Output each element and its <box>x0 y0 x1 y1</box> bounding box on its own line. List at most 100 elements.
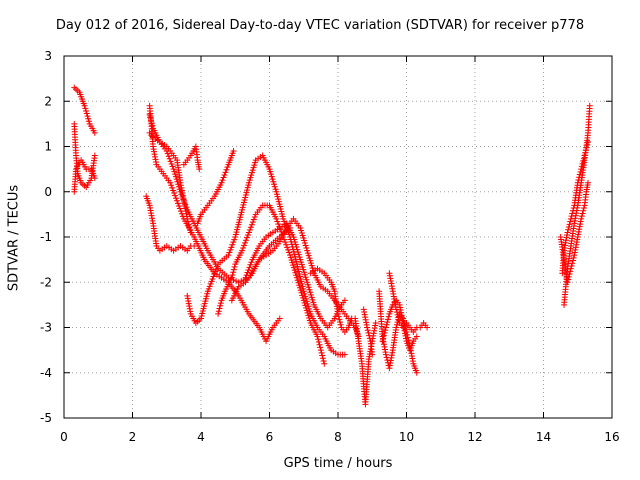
data-point <box>286 249 293 256</box>
data-point <box>293 274 300 281</box>
data-point <box>248 169 255 176</box>
data-point <box>302 274 309 281</box>
data-point <box>186 224 193 231</box>
data-point <box>272 186 279 193</box>
data-point <box>299 232 306 239</box>
data-point <box>221 171 228 178</box>
data-point <box>582 147 589 154</box>
data-point <box>217 302 224 309</box>
data-point <box>294 277 301 284</box>
data-point <box>148 119 155 126</box>
chart-title: Day 012 of 2016, Sidereal Day-to-day VTE… <box>55 18 585 33</box>
data-point <box>243 272 250 279</box>
x-tick-label: 16 <box>604 430 619 444</box>
data-point <box>230 239 237 246</box>
data-point <box>299 292 306 299</box>
data-point <box>369 351 376 358</box>
data-point <box>314 333 321 340</box>
data-point <box>83 107 90 114</box>
data-point <box>226 249 233 256</box>
data-point <box>567 218 574 225</box>
data-point <box>240 244 247 251</box>
data-point <box>316 341 323 348</box>
data-point <box>176 205 183 212</box>
y-axis-label: SDTVAR / TECUs <box>6 184 22 292</box>
data-point <box>291 236 298 243</box>
data-point <box>385 313 392 320</box>
data-point <box>230 269 237 276</box>
data-point <box>302 302 309 309</box>
data-point <box>364 324 371 331</box>
data-point <box>243 234 250 241</box>
data-point <box>565 226 572 233</box>
data-point <box>285 246 292 253</box>
data-point <box>300 235 307 242</box>
data-point <box>293 244 300 251</box>
data-point <box>293 272 300 279</box>
data-point <box>309 296 316 303</box>
data-point <box>174 197 181 204</box>
data-point <box>217 300 224 307</box>
data-point <box>172 171 179 178</box>
data-point <box>385 316 392 323</box>
data-point <box>567 268 574 275</box>
data-point <box>384 319 391 326</box>
data-point <box>319 352 326 359</box>
data-point <box>85 115 92 122</box>
data-point <box>383 321 390 328</box>
data-point <box>565 273 572 280</box>
data-point <box>147 117 154 124</box>
data-point <box>269 176 276 183</box>
data-point <box>297 287 304 294</box>
y-tick-label: 1 <box>44 140 52 154</box>
data-point <box>300 297 307 304</box>
data-point <box>306 314 313 321</box>
data-point <box>296 254 303 261</box>
data-point <box>244 269 251 276</box>
data-point <box>171 190 178 197</box>
data-point <box>295 251 302 258</box>
data-point <box>393 309 400 316</box>
data-point <box>167 179 174 186</box>
data-point <box>291 239 298 246</box>
data-point <box>168 160 175 167</box>
data-point <box>81 102 88 109</box>
data-point <box>583 144 590 151</box>
y-tick-label: -1 <box>40 230 52 244</box>
data-point <box>569 257 576 264</box>
data-point <box>218 179 225 186</box>
data-point <box>275 221 282 228</box>
data-point <box>166 155 173 162</box>
data-point <box>305 312 312 319</box>
data-point <box>565 224 572 231</box>
data-point <box>365 329 372 336</box>
data-point <box>301 299 308 306</box>
data-point <box>301 269 308 276</box>
data-point <box>424 324 431 331</box>
data-point <box>245 229 252 236</box>
data-point <box>298 289 305 296</box>
data-point <box>308 262 315 269</box>
data-point <box>290 264 297 271</box>
data-point <box>225 252 232 259</box>
data-point <box>215 310 222 317</box>
data-point <box>366 335 373 342</box>
data-point <box>318 349 325 356</box>
data-point <box>296 284 303 291</box>
data-point <box>274 218 281 225</box>
data-point <box>290 262 297 269</box>
data-point <box>568 213 575 220</box>
data-point <box>317 347 324 354</box>
data-point <box>231 263 238 270</box>
data-point <box>586 102 593 109</box>
data-point <box>303 276 310 283</box>
data-point <box>283 241 290 248</box>
data-point <box>91 129 98 136</box>
data-point <box>584 141 591 148</box>
data-point <box>287 254 294 261</box>
data-point <box>295 249 302 256</box>
data-point <box>252 159 259 166</box>
data-point <box>271 183 278 190</box>
data-point <box>315 338 322 345</box>
data-point <box>307 291 314 298</box>
